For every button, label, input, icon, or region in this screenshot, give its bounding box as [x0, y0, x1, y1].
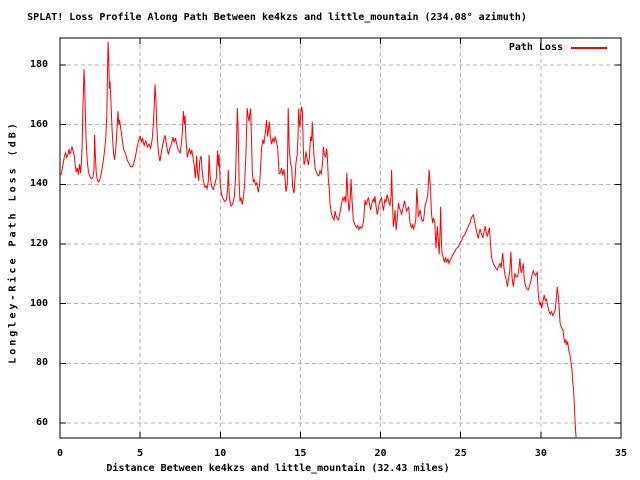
gridlines — [60, 38, 621, 438]
y-tick-label: 100 — [29, 297, 48, 309]
y-tick-label: 160 — [29, 118, 48, 130]
legend-line-sample-icon — [571, 47, 607, 49]
x-tick-label: 30 — [534, 448, 547, 459]
y-tick-label: 140 — [29, 178, 48, 190]
y-tick-label: 60 — [35, 417, 48, 429]
x-tick-label: 25 — [454, 448, 467, 459]
y-tick-label: 120 — [29, 237, 48, 249]
x-axis-title: Distance Between ke4kzs and little_mount… — [106, 463, 450, 474]
x-tick-label: 0 — [56, 448, 64, 459]
axis-ticks — [59, 38, 622, 438]
x-tick-label: 20 — [374, 448, 387, 459]
x-tick-label: 10 — [214, 448, 227, 459]
path-loss-curve — [59, 41, 577, 438]
x-tick-label: 35 — [614, 448, 628, 459]
y-tick-label: 80 — [35, 357, 48, 369]
plot-border — [59, 37, 622, 439]
y-tick-label: 180 — [29, 58, 48, 70]
chart-title: SPLAT! Loss Profile Along Path Between k… — [27, 12, 527, 23]
x-tick-label: 15 — [294, 448, 307, 459]
legend-series-label: Path Loss — [508, 42, 563, 53]
x-tick-label: 5 — [137, 448, 144, 459]
